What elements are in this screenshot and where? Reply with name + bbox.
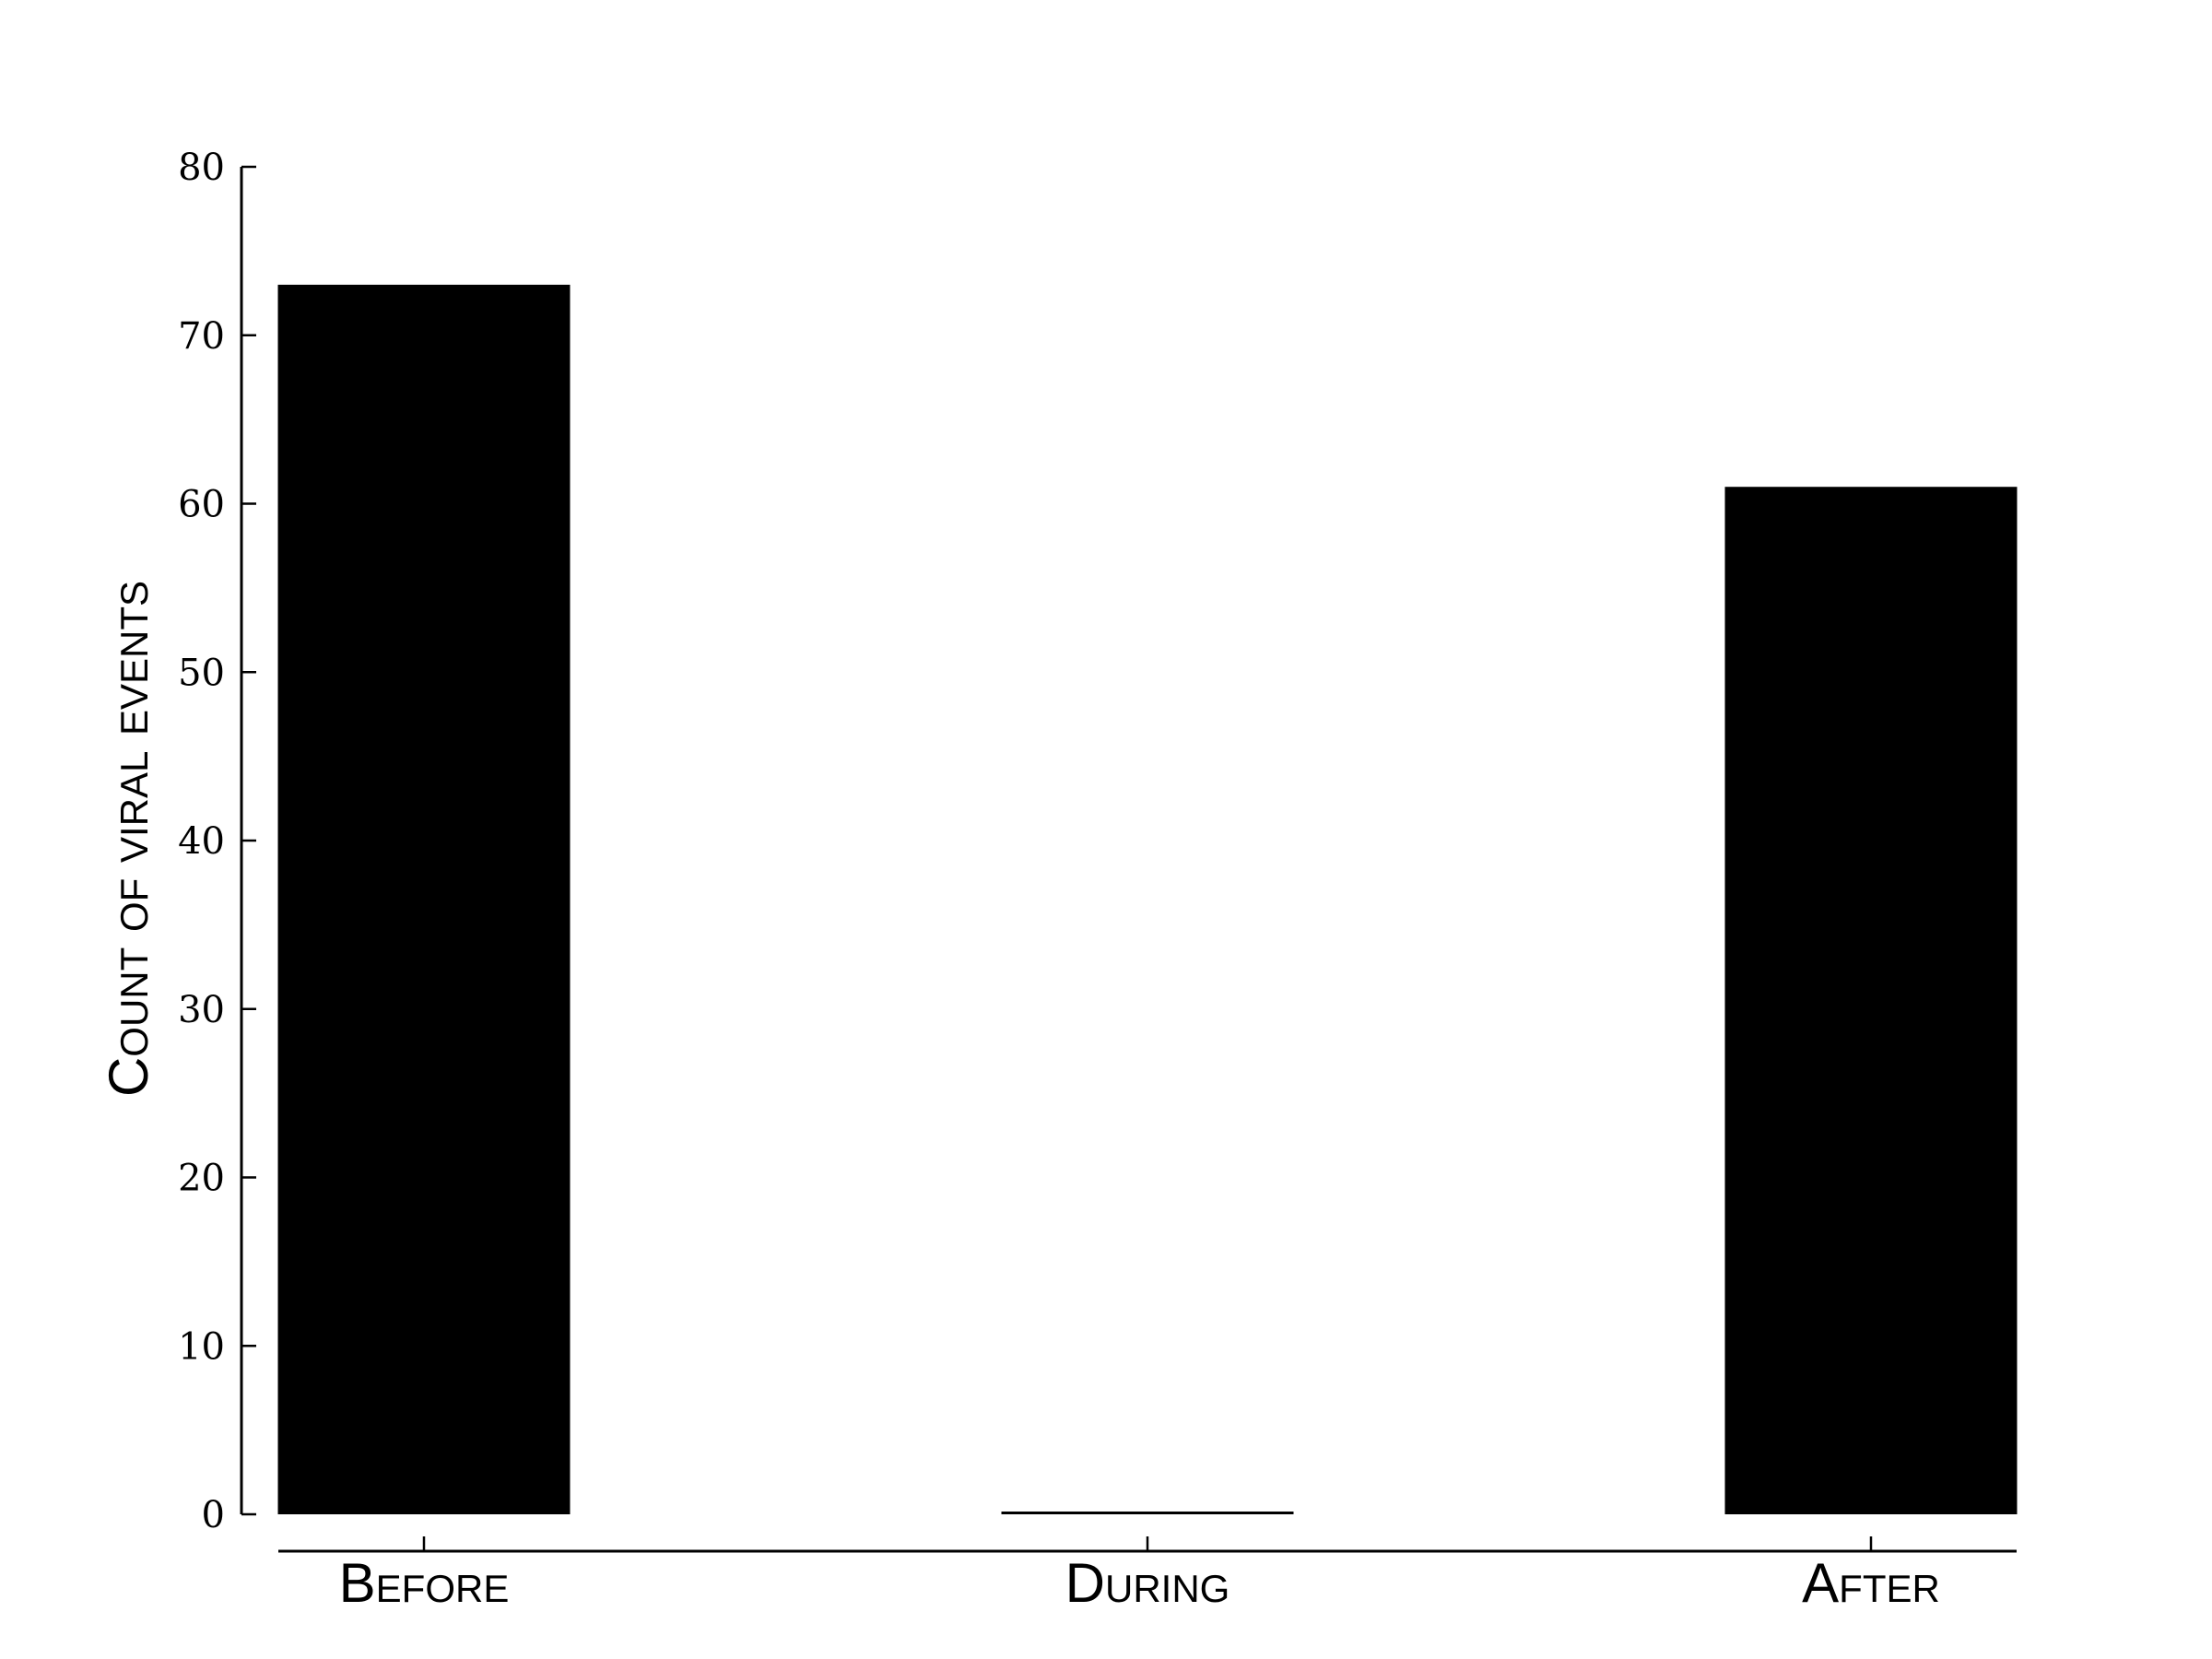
y-tick-label: 60 [178,484,225,526]
y-tick-label: 70 [178,315,225,358]
y-tick-label: 30 [178,989,225,1031]
bars [277,284,2018,1514]
y-tick-label: 80 [178,147,225,189]
bar-after [1724,487,2018,1514]
y-axis-title: Count of viral events [98,581,159,1097]
x-tick-label: After [1802,1552,1940,1614]
y-tick-label: 20 [178,1158,225,1200]
y-tick-label: 40 [178,820,225,863]
y-tick-label: 10 [178,1325,225,1368]
y-tick-label: 0 [202,1494,225,1536]
bar-during [1001,1512,1294,1514]
x-axis: Before During After [278,1536,2017,1614]
bar-before [277,284,571,1514]
y-tick-label: 50 [178,652,225,694]
y-axis: 0 10 20 30 40 50 60 70 80 [178,147,256,1536]
x-tick-label: During [1065,1552,1230,1614]
x-tick-label: Before [339,1552,510,1614]
